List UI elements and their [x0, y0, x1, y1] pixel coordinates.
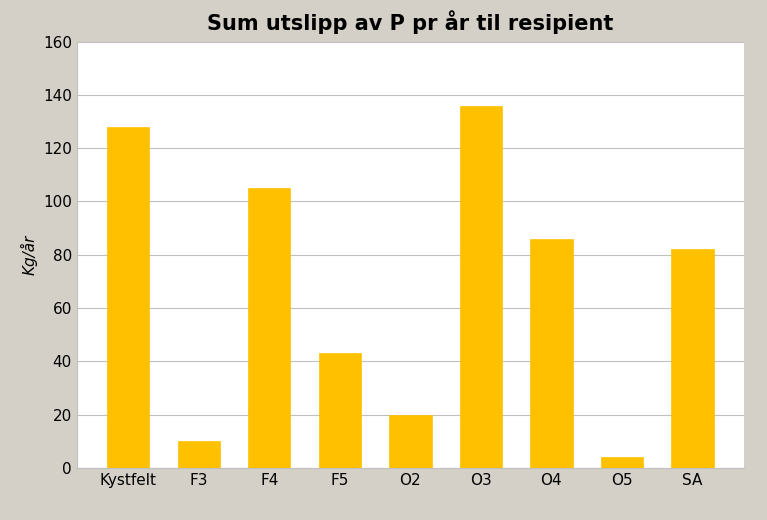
Bar — [248, 188, 291, 468]
Bar — [459, 106, 502, 468]
Bar — [671, 250, 713, 468]
Bar — [107, 127, 150, 468]
Bar — [389, 415, 432, 468]
Bar — [601, 458, 643, 468]
Bar — [178, 441, 220, 468]
Bar — [530, 239, 573, 468]
Bar — [318, 354, 361, 468]
Y-axis label: Kg/år: Kg/år — [20, 235, 38, 275]
Title: Sum utslipp av P pr år til resipient: Sum utslipp av P pr år til resipient — [207, 10, 614, 34]
